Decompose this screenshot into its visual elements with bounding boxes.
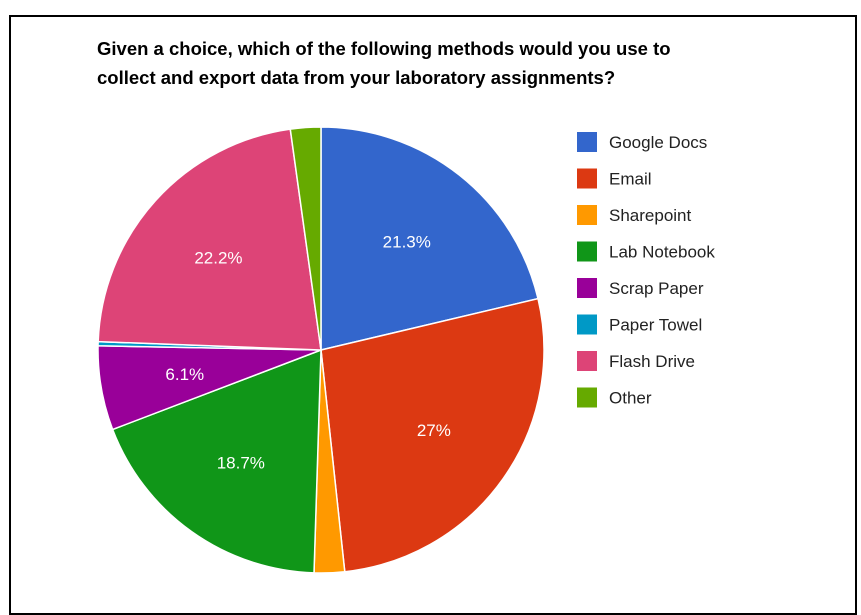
legend-label-scrap-paper: Scrap Paper: [609, 279, 704, 298]
chart-frame: Given a choice, which of the following m…: [9, 15, 857, 615]
legend-label-google-docs: Google Docs: [609, 133, 707, 152]
legend-swatch-google-docs: [577, 132, 597, 152]
slice-label-scrap-paper: 6.1%: [165, 365, 204, 384]
legend-label-lab-notebook: Lab Notebook: [609, 243, 715, 262]
chart-title-line-1: Given a choice, which of the following m…: [97, 38, 671, 59]
legend-swatch-lab-notebook: [577, 241, 597, 262]
legend-swatch-email: [577, 168, 597, 189]
legend: Google Docs Email Sharepoint Lab Notebook Sc…: [577, 132, 715, 408]
legend-label-sharepoint: Sharepoint: [609, 206, 692, 225]
pie-slice-other: [289, 126, 322, 351]
pie-slice-lab-notebook: [111, 348, 322, 574]
legend-swatch-flash-drive: [577, 351, 597, 371]
slice-label-email: 27%: [417, 421, 451, 440]
slice-label-google-docs: 21.3%: [383, 233, 431, 252]
pie-slice-labels: 21.3% 27% 18.7% 6.1% 22.2%: [165, 233, 450, 473]
legend-label-paper-towel: Paper Towel: [609, 316, 702, 335]
pie-slice-email: [320, 297, 545, 573]
chart-title-line-2: collect and export data from your labora…: [97, 67, 615, 88]
pie-slices: [97, 126, 545, 574]
slice-label-lab-notebook: 18.7%: [217, 454, 265, 473]
legend-label-other: Other: [609, 389, 652, 408]
legend-swatch-sharepoint: [577, 205, 597, 225]
legend-swatch-other: [577, 387, 597, 408]
legend-label-email: Email: [609, 170, 652, 189]
slice-label-flash-drive: 22.2%: [194, 248, 242, 267]
legend-label-flash-drive: Flash Drive: [609, 352, 695, 371]
legend-swatch-paper-towel: [577, 314, 597, 335]
pie-slice-google-docs: [320, 126, 539, 351]
pie-chart: Given a choice, which of the following m…: [97, 38, 715, 574]
legend-swatch-scrap-paper: [577, 278, 597, 298]
pie-slice-flash-drive: [97, 128, 322, 351]
